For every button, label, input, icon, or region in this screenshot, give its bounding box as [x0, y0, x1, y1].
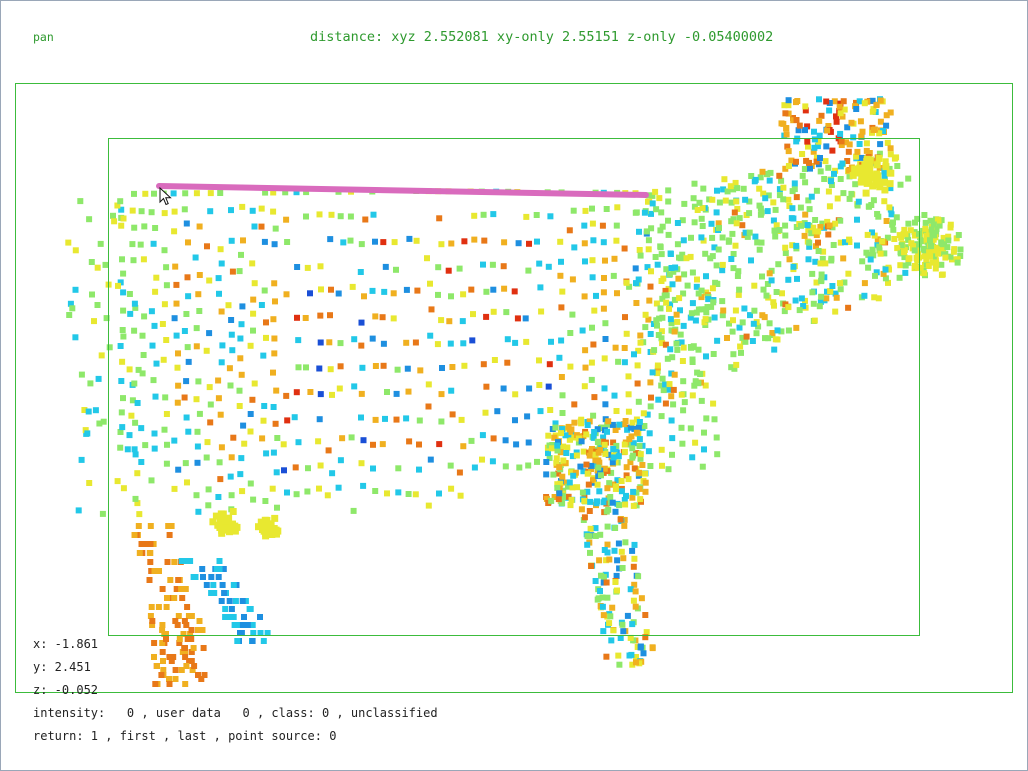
point-z-coordinate: z: -0.052 [33, 683, 99, 697]
point-return-info: return: 1 , first , last , point source:… [33, 729, 337, 743]
point-attributes: intensity: 0 , user data 0 , class: 0 , … [33, 706, 438, 720]
measurement-line [156, 183, 649, 198]
point-x-coordinate: x: -1.861 [33, 637, 99, 651]
point-y-coordinate: y: 2.451 [33, 660, 91, 674]
point-cloud-points [65, 96, 964, 687]
mode-label: pan [33, 30, 54, 44]
arrow-pointer-icon [159, 187, 172, 206]
distance-readout: distance: xyz 2.552081 xy-only 2.55151 z… [310, 29, 774, 45]
